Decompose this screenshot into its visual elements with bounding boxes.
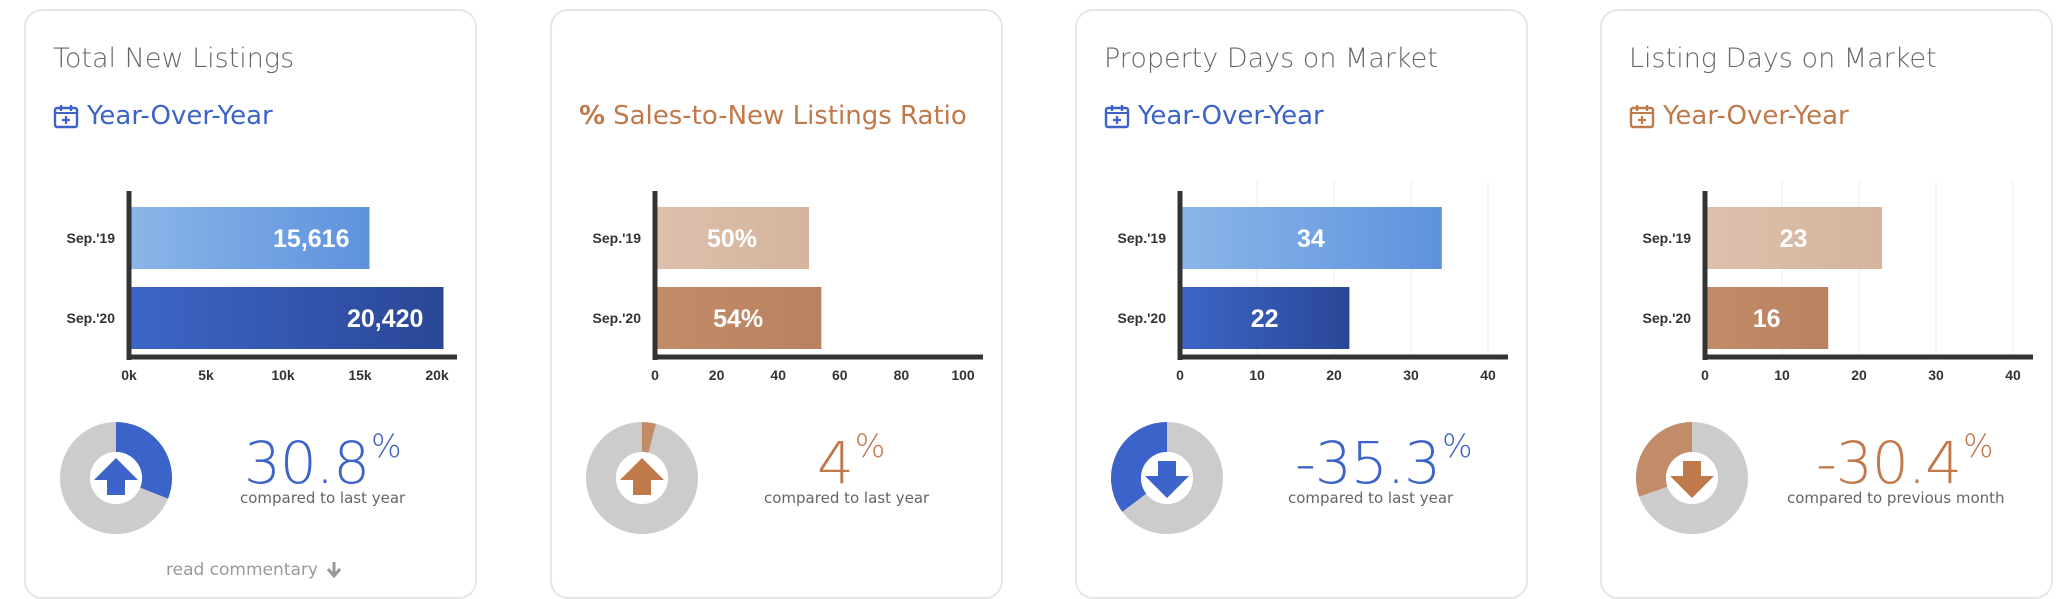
bar (655, 287, 822, 349)
subtitle: % Sales-to-New Listings Ratio (579, 101, 967, 131)
change-unit: % (854, 427, 885, 465)
tick-label: 30 (1403, 367, 1419, 383)
category-label: Sep.'19 (593, 230, 642, 246)
change-percent: -35.3% (1295, 427, 1472, 497)
percent-icon: % (579, 101, 606, 131)
tick-label: 20 (709, 367, 725, 383)
donut-segment (641, 422, 656, 453)
subtitle-label: Year-Over-Year (87, 101, 273, 131)
donut-segment (1636, 422, 1693, 497)
bar-chart: Sep.'19 50% Sep.'20 54% 0 20 40 60 80 100 (593, 191, 983, 383)
calendar-plus-icon (1629, 105, 1655, 129)
arrow-up-icon (620, 458, 664, 495)
bar-chart: Sep.'19 34 Sep.'20 22 0 10 20 30 40 (1118, 181, 1508, 383)
subtitle: Year-Over-Year (1104, 101, 1324, 131)
tick-label: 15k (348, 367, 372, 383)
data-label: 15,616 (273, 225, 349, 253)
data-label: 16 (1753, 305, 1781, 333)
subtitle-label: Year-Over-Year (1138, 101, 1324, 131)
change-value: -30.4 (1816, 429, 1962, 497)
tick-label: 0 (1176, 367, 1184, 383)
tick-label: 40 (2005, 367, 2021, 383)
compared-text: compared to last year (764, 489, 930, 507)
arrow-down-icon (326, 562, 342, 579)
subtitle-label: Year-Over-Year (1663, 101, 1849, 131)
tick-label: 5k (198, 367, 214, 383)
tick-label: 0 (1701, 367, 1709, 383)
tick-label: 20 (1326, 367, 1342, 383)
change-value: 4 (817, 429, 854, 497)
subtitle-label: Sales-to-New Listings Ratio (613, 101, 967, 131)
calendar-plus-icon (1104, 105, 1130, 129)
tick-label: 0 (651, 367, 659, 383)
change-percent: 30.8% (244, 427, 402, 497)
bar (129, 287, 444, 349)
tick-label: 40 (1480, 367, 1496, 383)
category-label: Sep.'19 (67, 230, 116, 246)
donut-chart (586, 422, 698, 534)
card-total-new-listings: Total New Listings Year-Over-Year Sep.'1… (24, 9, 477, 599)
bar (655, 207, 809, 269)
compared-text: compared to last year (1288, 489, 1454, 507)
subtitle: Year-Over-Year (1629, 101, 1849, 131)
arrow-down-icon (1670, 461, 1714, 498)
bar-chart: Sep.'19 23 Sep.'20 16 0 10 20 30 40 (1643, 181, 2033, 383)
donut-chart (1636, 422, 1748, 534)
category-label: Sep.'20 (67, 310, 116, 326)
data-label: 23 (1780, 225, 1808, 253)
change-value: -35.3 (1295, 429, 1441, 497)
change-unit: % (1963, 427, 1993, 465)
category-label: Sep.'20 (1643, 310, 1692, 326)
category-label: Sep.'20 (593, 310, 642, 326)
arrow-down-icon (1145, 461, 1189, 498)
tick-label: 40 (770, 367, 786, 383)
tick-label: 30 (1928, 367, 1944, 383)
change-unit: % (371, 427, 401, 465)
card-title: Total New Listings (53, 43, 295, 74)
category-label: Sep.'20 (1118, 310, 1167, 326)
category-label: Sep.'19 (1643, 230, 1692, 246)
data-label: 50% (707, 225, 757, 253)
donut-segment (115, 422, 172, 499)
tick-label: 10 (1774, 367, 1790, 383)
change-unit: % (1442, 427, 1472, 465)
tick-label: 20 (1851, 367, 1867, 383)
bar (1180, 287, 1350, 349)
tick-label: 80 (894, 367, 910, 383)
card-title: Property Days on Market (1104, 43, 1438, 74)
data-label: 22 (1251, 305, 1279, 333)
bar (1705, 207, 1883, 269)
arrow-up-icon (94, 458, 138, 495)
calendar-plus-icon (53, 105, 79, 129)
tick-label: 20k (425, 367, 449, 383)
read-commentary-link[interactable]: read commentary (166, 560, 342, 580)
change-percent: -30.4% (1816, 427, 1993, 497)
tick-label: 60 (832, 367, 848, 383)
compared-text: compared to previous month (1787, 489, 2005, 507)
compared-text: compared to last year (240, 489, 406, 507)
tick-label: 100 (951, 367, 975, 383)
card-title: Listing Days on Market (1629, 43, 1937, 74)
subtitle: Year-Over-Year (53, 101, 273, 131)
card-property-days-on-market: Property Days on Market Year-Over-Year S… (1075, 9, 1528, 599)
data-label: 20,420 (347, 305, 423, 333)
bar (129, 207, 370, 269)
donut-chart (1111, 422, 1223, 534)
tick-label: 0k (121, 367, 137, 383)
data-label: 34 (1297, 225, 1325, 253)
category-label: Sep.'19 (1118, 230, 1167, 246)
donut-chart (60, 422, 172, 534)
bar-chart: Sep.'19 15,616 Sep.'20 20,420 0k 5k 10k 15k 20k (67, 191, 457, 383)
card-sales-to-new-listings: % Sales-to-New Listings Ratio Sep.'19 50%… (550, 9, 1003, 599)
change-percent: 4% (817, 427, 885, 497)
card-listing-days-on-market: Listing Days on Market Year-Over-Year Se… (1600, 9, 2053, 599)
donut-segment (1111, 422, 1168, 512)
data-label: 54% (713, 305, 763, 333)
tick-label: 10k (271, 367, 295, 383)
tick-label: 10 (1249, 367, 1265, 383)
change-value: 30.8 (244, 429, 370, 497)
bar (1705, 287, 1829, 349)
read-commentary-label: read commentary (166, 560, 318, 580)
bar (1180, 207, 1442, 269)
